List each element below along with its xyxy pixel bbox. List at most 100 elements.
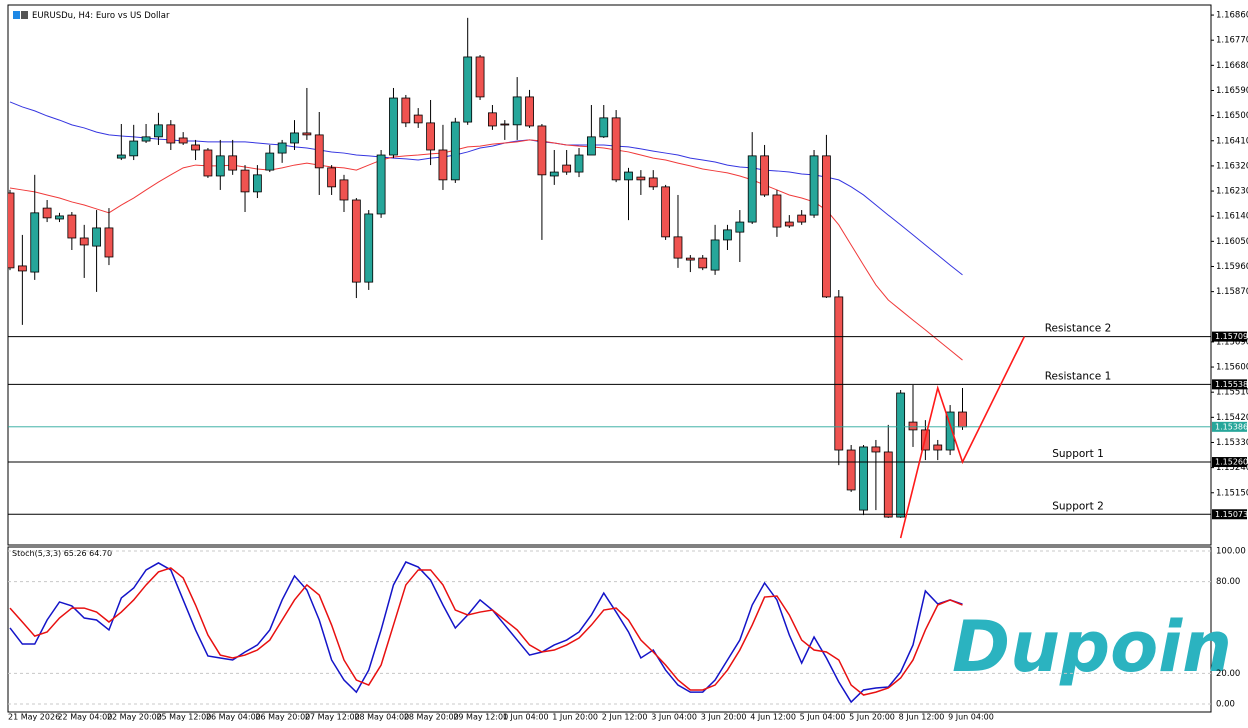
- candle-body: [8, 192, 15, 269]
- indicator-tick-label: 0.00: [1216, 700, 1235, 710]
- level-price-label: 1.15538: [1215, 380, 1248, 389]
- candle-body: [822, 155, 831, 298]
- level-name: Support 2: [1052, 500, 1104, 512]
- x-tick-label: 9 Jun 04:00: [948, 713, 994, 722]
- candle-body: [549, 171, 559, 177]
- y-tick-label: 1.15960: [1216, 262, 1248, 272]
- x-tick-label: 5 Jun 04:00: [800, 713, 846, 722]
- trend-drawing: [899, 336, 1026, 539]
- indicator-title: Stoch(5,3,3) 65.26 64.70: [12, 549, 112, 558]
- symbol-icon: [13, 11, 28, 19]
- candle-body: [784, 221, 794, 227]
- candle-body: [141, 136, 151, 142]
- candle-body: [537, 125, 547, 176]
- main-panel-frame: [7, 4, 1212, 546]
- moving-average: [9, 139, 963, 361]
- candle-body: [178, 137, 188, 144]
- x-tick-label: 29 May 12:00: [453, 713, 508, 722]
- y-tick-label: 1.15600: [1216, 363, 1248, 373]
- candle-body: [450, 121, 460, 181]
- candle-body: [500, 123, 510, 126]
- candle-body: [797, 214, 807, 223]
- x-tick-label: 26 May 20:00: [255, 713, 310, 722]
- candle-body: [525, 96, 534, 127]
- x-tick-label: 1 Jun 20:00: [552, 713, 598, 722]
- candle-body: [723, 229, 732, 241]
- x-tick-label: 27 May 12:00: [305, 713, 360, 722]
- candle-body: [747, 155, 757, 223]
- candle-body: [871, 446, 881, 453]
- level-price-box: [1212, 331, 1247, 342]
- y-tick-label: 1.16680: [1216, 61, 1248, 71]
- indicator-plot: [8, 550, 1211, 705]
- x-tick-label: 22 May 20:00: [107, 713, 162, 722]
- level-price-box: [1212, 457, 1247, 468]
- y-tick-label: 1.15150: [1216, 488, 1248, 498]
- y-tick-label: 1.15870: [1216, 287, 1248, 297]
- candle-body: [599, 117, 609, 138]
- indicator-tick-label: 20.00: [1216, 669, 1240, 679]
- candle-body: [624, 171, 633, 181]
- icon-part: [21, 11, 28, 19]
- stochastic-line: [9, 567, 963, 696]
- candle-body: [760, 155, 769, 196]
- candle-body: [611, 117, 621, 181]
- candle-body: [339, 179, 349, 201]
- candle-body: [129, 140, 139, 157]
- chart-title: EURUSDu, H4: Euro vs US Dollar: [32, 11, 170, 21]
- x-tick-label: 3 Jun 04:00: [651, 713, 697, 722]
- candle-body: [661, 186, 671, 238]
- x-tick-label: 3 Jun 20:00: [701, 713, 747, 722]
- icon-part: [13, 11, 20, 19]
- current-price-box: [1212, 421, 1247, 432]
- candle-body: [846, 449, 856, 491]
- candle-body: [426, 122, 435, 151]
- y-tick-label: 1.16770: [1216, 36, 1248, 46]
- candle-body: [648, 177, 658, 188]
- candle-body: [351, 199, 361, 283]
- candle-body: [240, 169, 250, 193]
- level-name: Resistance 2: [1045, 323, 1112, 335]
- y-tick-label: 1.16140: [1216, 212, 1248, 222]
- candle-body: [883, 451, 893, 518]
- y-tick-label: 1.16590: [1216, 86, 1248, 96]
- candle-body: [265, 152, 275, 171]
- candle-body: [636, 176, 646, 181]
- candle-body: [302, 132, 312, 136]
- x-tick-label: 21 May 2026: [8, 713, 60, 722]
- candle-body: [735, 221, 745, 233]
- x-tick-label: 5 Jun 20:00: [849, 713, 895, 722]
- x-tick-label: 2 Jun 12:00: [602, 713, 648, 722]
- candle-body: [512, 96, 522, 126]
- y-tick-label: 1.15330: [1216, 438, 1248, 448]
- x-tick-label: 28 May 20:00: [404, 713, 459, 722]
- y-tick-label: 1.16050: [1216, 237, 1248, 247]
- candle-body: [116, 154, 126, 159]
- candle-body: [79, 237, 89, 246]
- y-tick-label: 1.15420: [1216, 413, 1248, 423]
- candle-body: [413, 114, 423, 124]
- candle-body: [438, 149, 448, 181]
- candle-body: [55, 215, 64, 220]
- x-tick-label: 26 May 04:00: [206, 713, 261, 722]
- y-tick-label: 1.16500: [1216, 111, 1248, 121]
- main-plot: Resistance 2 Resistance 1 Support 1 Support…: [8, 17, 1211, 539]
- candle-body: [908, 421, 918, 431]
- y-tick-label: 1.16860: [1216, 11, 1248, 21]
- level-name: Resistance 1: [1045, 370, 1112, 382]
- level-price-label: 1.15073: [1215, 510, 1248, 519]
- current-price-label: 1.15386: [1215, 422, 1248, 431]
- candle-body: [685, 257, 695, 261]
- candle-body: [389, 97, 398, 156]
- x-tick-label: 28 May 04:00: [354, 713, 409, 722]
- candle-body: [364, 213, 374, 283]
- level-price-box: [1212, 379, 1247, 390]
- candle-body: [772, 194, 782, 228]
- candle-body: [896, 392, 906, 518]
- candle-body: [958, 411, 967, 428]
- indicator-tick-label: 100.00: [1216, 546, 1246, 556]
- level-price-box: [1212, 509, 1247, 520]
- y-tick-label: 1.16230: [1216, 187, 1248, 197]
- candle-body: [859, 446, 868, 511]
